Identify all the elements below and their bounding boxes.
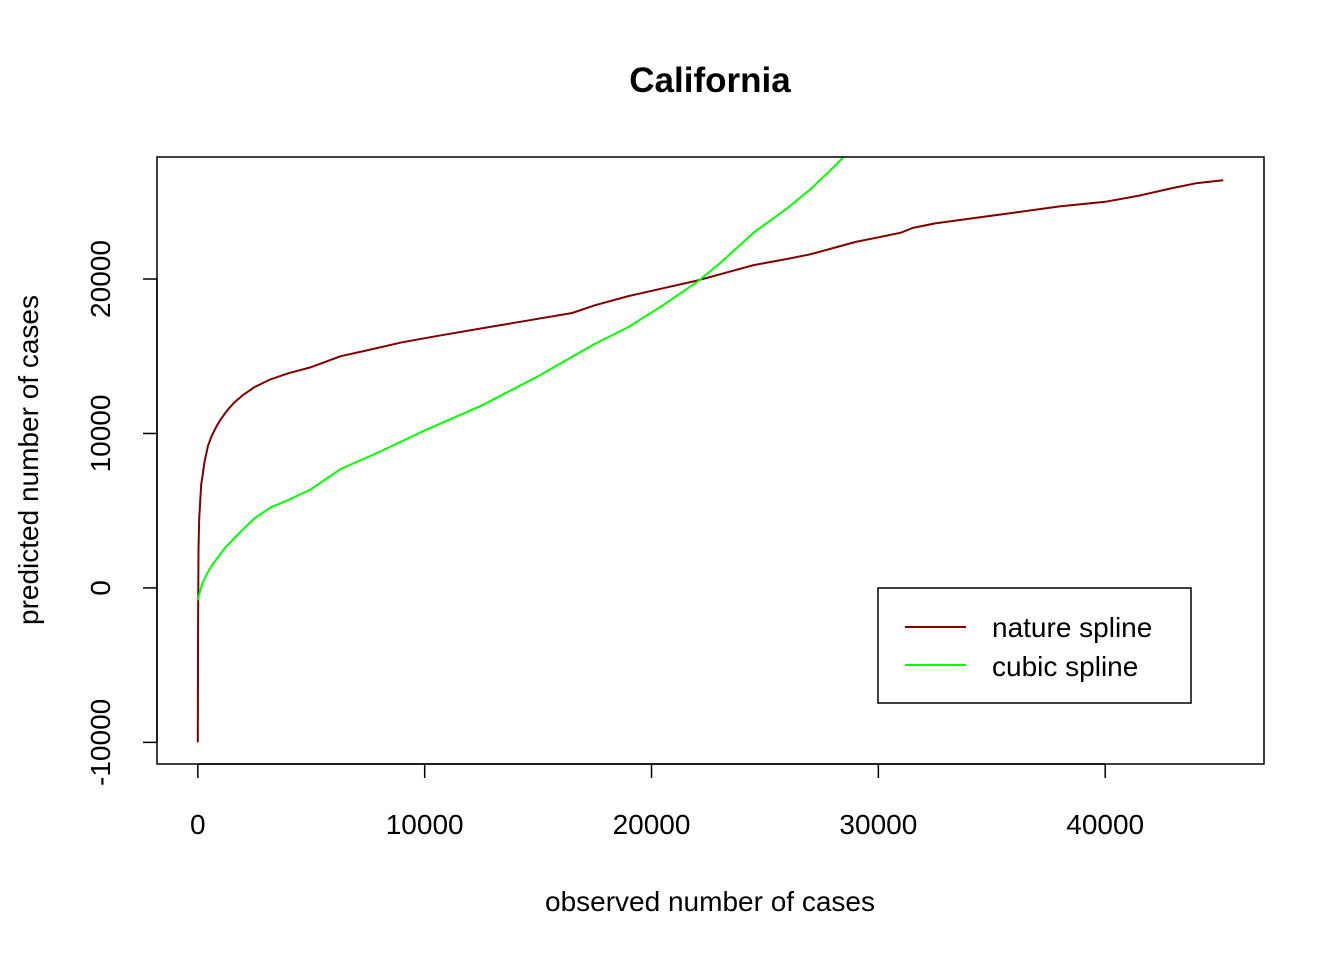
x-tick-label: 10000 (386, 809, 464, 840)
x-axis-label: observed number of cases (545, 886, 875, 917)
chart-title: California (629, 61, 791, 100)
legend-label-cubic-spline: cubic spline (992, 651, 1138, 682)
x-tick-label: 20000 (613, 809, 691, 840)
series-layer (196, 157, 1224, 743)
x-tick-label: 30000 (839, 809, 917, 840)
series-line-nature-spline (196, 179, 1224, 743)
y-tick-label: 20000 (85, 240, 116, 318)
legend: nature spline cubic spline (877, 587, 1192, 704)
y-axis: -10000 0 10000 20000 (85, 240, 158, 786)
legend-label-nature-spline: nature spline (992, 612, 1152, 643)
x-tick-label: 0 (190, 809, 206, 840)
legend-frame (877, 587, 1192, 704)
series-line-cubic-spline (196, 157, 845, 601)
y-tick-label: -10000 (85, 699, 116, 786)
y-tick-label: 10000 (85, 395, 116, 473)
x-tick-label: 40000 (1066, 809, 1144, 840)
x-axis: 0 10000 20000 30000 40000 (190, 763, 1144, 840)
y-tick-label: 0 (85, 580, 116, 596)
y-axis-label: predicted number of cases (13, 295, 44, 625)
